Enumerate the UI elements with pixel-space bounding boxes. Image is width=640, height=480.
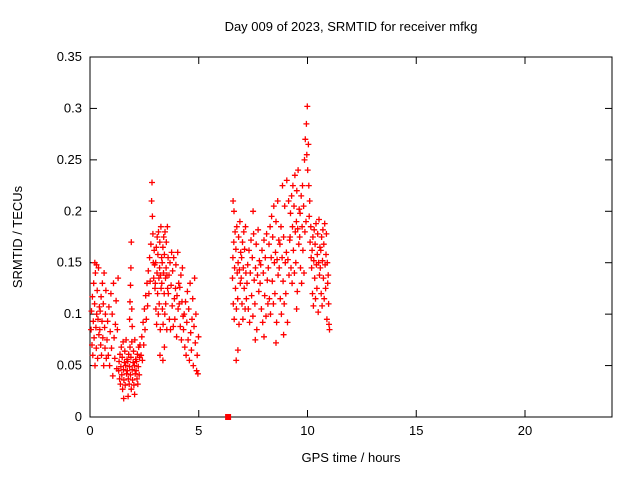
plot-border <box>89 56 613 418</box>
y-tick-label: 0.35 <box>57 49 82 64</box>
x-tick-label: 10 <box>300 423 314 438</box>
y-axis-label: SRMTID / TECUs <box>10 185 25 288</box>
axis-tick-labels: 0 5 10 15 20 0 0.05 0.1 0.15 0.2 0.25 0.3 0.35 <box>57 49 533 438</box>
y-tick-label: 0.15 <box>57 255 82 270</box>
y-tick-label: 0 <box>75 409 82 424</box>
data-points-layer <box>88 103 333 420</box>
scatter-series-srmtid <box>88 103 333 402</box>
y-tick-label: 0.2 <box>64 203 82 218</box>
chart-title: Day 009 of 2023, SRMTID for receiver mfk… <box>225 19 478 34</box>
x-tick-label: 20 <box>518 423 532 438</box>
x-tick-label: 15 <box>409 423 423 438</box>
x-axis-label: GPS time / hours <box>302 450 401 465</box>
y-tick-label: 0.05 <box>57 358 82 373</box>
y-tick-label: 0.25 <box>57 152 82 167</box>
x-tick-label: 0 <box>86 423 93 438</box>
x-tick-label: 5 <box>195 423 202 438</box>
y-tick-label: 0.1 <box>64 306 82 321</box>
square-marker-flag-marker <box>225 414 232 420</box>
y-tick-label: 0.3 <box>64 100 82 115</box>
